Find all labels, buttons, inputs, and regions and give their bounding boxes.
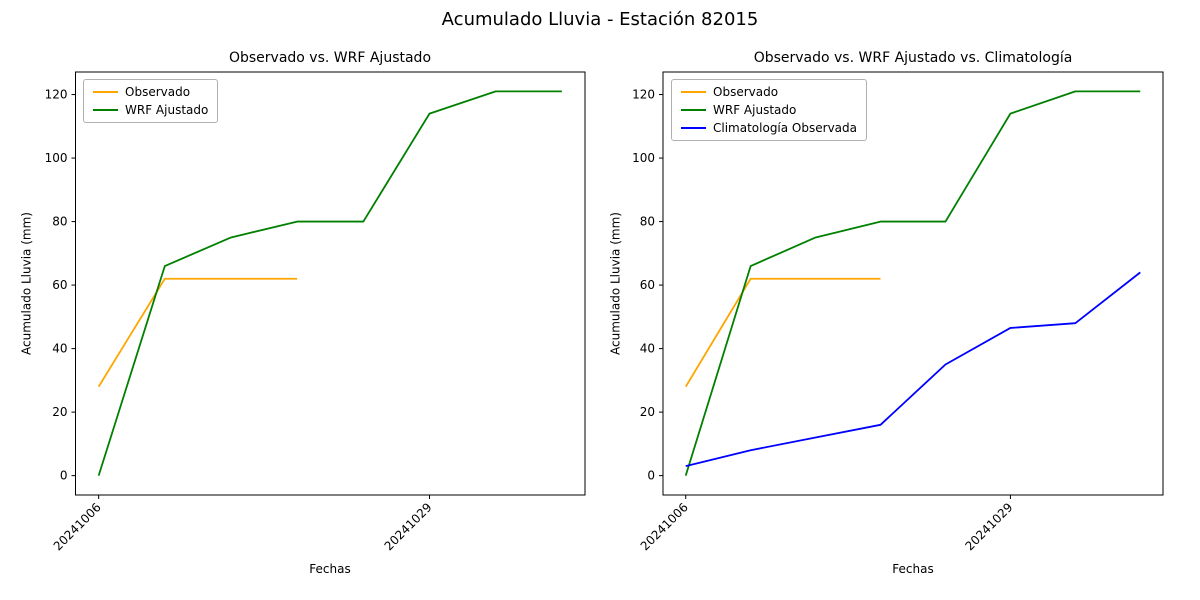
- y-tick-label: 40: [640, 342, 655, 356]
- legend-label: Observado: [125, 85, 191, 99]
- series-line-observado: [684, 277, 881, 388]
- legend-entry: WRF Ajustado: [681, 103, 857, 117]
- legend-right: Observado WRF Ajustado Climatología Observ…: [671, 79, 867, 141]
- legend-label: Observado: [713, 85, 779, 99]
- x-axis-label-left: Fechas: [309, 562, 351, 576]
- y-tick-label: 60: [640, 278, 655, 292]
- x-axis-label-right: Fechas: [892, 562, 934, 576]
- x-tick-label: 20241029: [962, 500, 1015, 553]
- legend-entry: Climatología Observada: [681, 121, 857, 135]
- y-tick-label: 100: [45, 151, 68, 165]
- series-line-wrf-ajustado: [684, 90, 1141, 476]
- y-tick-label: 40: [52, 342, 67, 356]
- legend-line-swatch: [681, 127, 706, 129]
- y-tick-label: 120: [45, 88, 68, 102]
- legend-line-swatch: [93, 91, 118, 93]
- subplot-title-right: Observado vs. WRF Ajustado vs. Climatolo…: [753, 50, 1073, 66]
- legend-label: WRF Ajustado: [125, 103, 209, 117]
- y-tick-label: 20: [52, 405, 67, 419]
- legend-entry: Observado: [93, 85, 208, 99]
- subplot-title-left: Observado vs. WRF Ajustado: [228, 50, 432, 66]
- y-tick-label: 80: [52, 215, 67, 229]
- y-axis-label-right: Acumulado Lluvia (mm): [608, 212, 623, 355]
- x-tick-label: 20241029: [382, 500, 435, 553]
- series-line-climatolog-a-observada: [685, 271, 1141, 467]
- legend-line-swatch: [681, 109, 706, 111]
- y-tick-label: 0: [647, 469, 655, 483]
- legend-label: WRF Ajustado: [713, 103, 797, 117]
- series-line-wrf-ajustado: [97, 90, 562, 476]
- legend-line-swatch: [93, 109, 118, 111]
- figure-title: Acumulado Lluvia - Estación 82015: [441, 9, 759, 30]
- axes-box: [75, 71, 586, 496]
- y-tick-label: 60: [52, 278, 67, 292]
- y-tick-label: 100: [632, 151, 655, 165]
- y-axis-label-left: Acumulado Lluvia (mm): [19, 212, 34, 355]
- legend-left: Observado WRF Ajustado: [83, 79, 219, 123]
- y-tick-label: 20: [640, 405, 655, 419]
- y-tick-label: 80: [640, 215, 655, 229]
- legend-entry: WRF Ajustado: [93, 103, 208, 117]
- series-line-observado: [97, 277, 298, 388]
- x-tick-label: 20241006: [51, 500, 104, 553]
- legend-line-swatch: [681, 91, 706, 93]
- y-tick-label: 120: [632, 88, 655, 102]
- legend-label: Climatología Observada: [713, 121, 857, 135]
- y-tick-label: 0: [60, 469, 68, 483]
- axes-box: [662, 71, 1164, 496]
- x-tick-label: 20241006: [638, 500, 691, 553]
- legend-entry: Observado: [681, 85, 857, 99]
